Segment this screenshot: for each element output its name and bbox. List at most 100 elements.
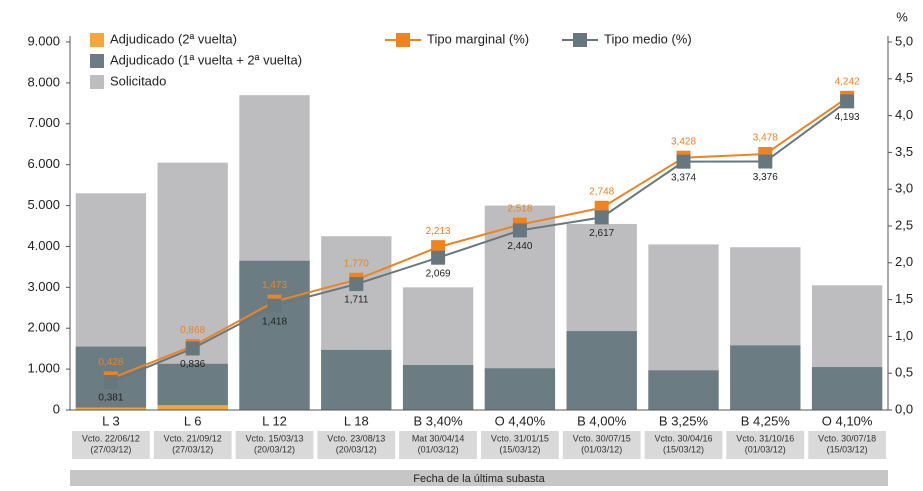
bar-segment xyxy=(484,368,556,410)
legend-label: Adjudicado (2ª vuelta) xyxy=(110,31,237,46)
sublabel-box xyxy=(317,431,396,459)
sublabel-box xyxy=(644,431,723,459)
y2-tick-label: 2,5 xyxy=(895,217,913,232)
sublabel: Vcto. 30/07/18 xyxy=(818,433,876,443)
y-tick-label: 8.000 xyxy=(27,74,60,89)
sublabel: (20/03/12) xyxy=(336,444,377,454)
data-label: 3,376 xyxy=(753,172,778,183)
sublabel: (15/03/12) xyxy=(499,444,540,454)
bar-segment xyxy=(321,349,392,410)
data-label: 1,770 xyxy=(344,258,369,269)
line-marker xyxy=(185,341,200,356)
data-label: 3,478 xyxy=(753,133,778,144)
x-tick-label: L 6 xyxy=(184,413,202,428)
sublabel: Vcto. 15/03/13 xyxy=(245,433,303,443)
legend-marker xyxy=(573,33,587,47)
y2-tick-label: 4,0 xyxy=(895,107,913,122)
legend-label: Solicitado xyxy=(110,73,166,88)
x-tick-label: L 18 xyxy=(344,413,369,428)
y-tick-label: 5.000 xyxy=(27,197,60,212)
sublabel: (01/03/12) xyxy=(581,444,622,454)
data-label: 0,428 xyxy=(98,357,123,368)
sublabel: Vcto. 31/10/16 xyxy=(736,433,794,443)
y2-tick-label: 5,0 xyxy=(895,33,913,48)
y2-axis-label: % xyxy=(896,9,908,24)
sublabel-box xyxy=(481,431,559,459)
bar-segment xyxy=(566,331,637,410)
line-marker xyxy=(840,94,855,109)
sublabel: (27/03/12) xyxy=(90,444,131,454)
legend-swatch xyxy=(90,33,104,47)
bar-segment xyxy=(157,405,228,410)
line-series xyxy=(110,100,848,383)
bar-segment xyxy=(75,407,147,410)
data-label: 2,213 xyxy=(426,226,451,237)
bar-segment xyxy=(402,365,474,410)
y2-tick-label: 4,5 xyxy=(895,70,913,85)
sublabel: Vcto. 30/04/16 xyxy=(654,433,712,443)
data-label: 1,418 xyxy=(262,316,287,327)
line-marker xyxy=(267,298,282,313)
bar-segment xyxy=(811,367,883,410)
sublabel: Vcto. 23/08/13 xyxy=(327,433,385,443)
data-label: 4,242 xyxy=(835,76,860,87)
sublabel-box xyxy=(562,431,641,459)
line-marker xyxy=(431,250,446,265)
sublabel: (27/03/12) xyxy=(172,444,213,454)
legend-label: Tipo medio (%) xyxy=(604,31,692,46)
y2-tick-label: 0,5 xyxy=(895,365,913,380)
sublabel-box xyxy=(399,431,477,459)
sublabel: Vcto. 30/07/15 xyxy=(573,433,631,443)
y2-tick-label: 1,0 xyxy=(895,328,913,343)
bar-segment xyxy=(730,345,801,410)
y2-tick-label: 3,0 xyxy=(895,181,913,196)
line-marker xyxy=(431,240,446,255)
data-label: 0,836 xyxy=(180,359,205,370)
y2-tick-label: 0,0 xyxy=(895,401,913,416)
x-axis-label: Fecha de la última subasta xyxy=(413,473,545,485)
data-label: 4,193 xyxy=(835,112,860,123)
y-tick-label: 1.000 xyxy=(27,361,60,376)
x-label-box xyxy=(70,470,888,486)
line-marker xyxy=(758,154,773,169)
sublabel: (01/03/12) xyxy=(745,444,786,454)
y-tick-label: 0 xyxy=(53,401,60,416)
y-tick-label: 7.000 xyxy=(27,115,60,130)
legend-label: Tipo marginal (%) xyxy=(427,31,529,46)
y2-tick-label: 2,0 xyxy=(895,254,913,269)
y2-tick-label: 3,5 xyxy=(895,144,913,159)
data-label: 0,381 xyxy=(98,393,123,404)
x-tick-label: O 4,40% xyxy=(495,413,546,428)
data-label: 0,868 xyxy=(180,325,205,336)
data-label: 3,374 xyxy=(671,172,696,183)
sublabel: Vcto. 21/09/12 xyxy=(164,433,222,443)
data-label: 2,748 xyxy=(589,186,614,197)
data-label: 3,428 xyxy=(671,136,696,147)
line-marker xyxy=(103,374,118,389)
data-label: 2,069 xyxy=(426,268,451,279)
legend-swatch xyxy=(90,75,104,89)
x-tick-label: B 4,25% xyxy=(741,413,791,428)
y-tick-label: 6.000 xyxy=(27,156,60,171)
x-tick-label: O 4,10% xyxy=(822,413,873,428)
line-marker xyxy=(676,154,691,169)
legend-swatch xyxy=(90,54,104,68)
sublabel: (15/03/12) xyxy=(827,444,868,454)
y-tick-label: 2.000 xyxy=(27,320,60,335)
sublabel: Mat 30/04/14 xyxy=(412,433,465,443)
data-label: 2,440 xyxy=(507,241,532,252)
line-marker xyxy=(349,277,364,292)
data-label: 2,617 xyxy=(589,228,614,239)
data-label: 1,711 xyxy=(344,295,369,306)
data-label: 2,518 xyxy=(507,203,532,214)
data-label: 1,473 xyxy=(262,280,287,291)
sublabel-box xyxy=(72,431,150,459)
legend-label: Adjudicado (1ª vuelta + 2ª vuelta) xyxy=(110,52,302,67)
x-tick-label: B 3,25% xyxy=(659,413,709,428)
legend-marker xyxy=(396,33,410,47)
sublabel: (15/03/12) xyxy=(663,444,704,454)
line-marker xyxy=(512,223,527,238)
x-tick-label: L 3 xyxy=(102,413,120,428)
sublabel-box xyxy=(808,431,886,459)
x-tick-label: L 12 xyxy=(262,413,287,428)
